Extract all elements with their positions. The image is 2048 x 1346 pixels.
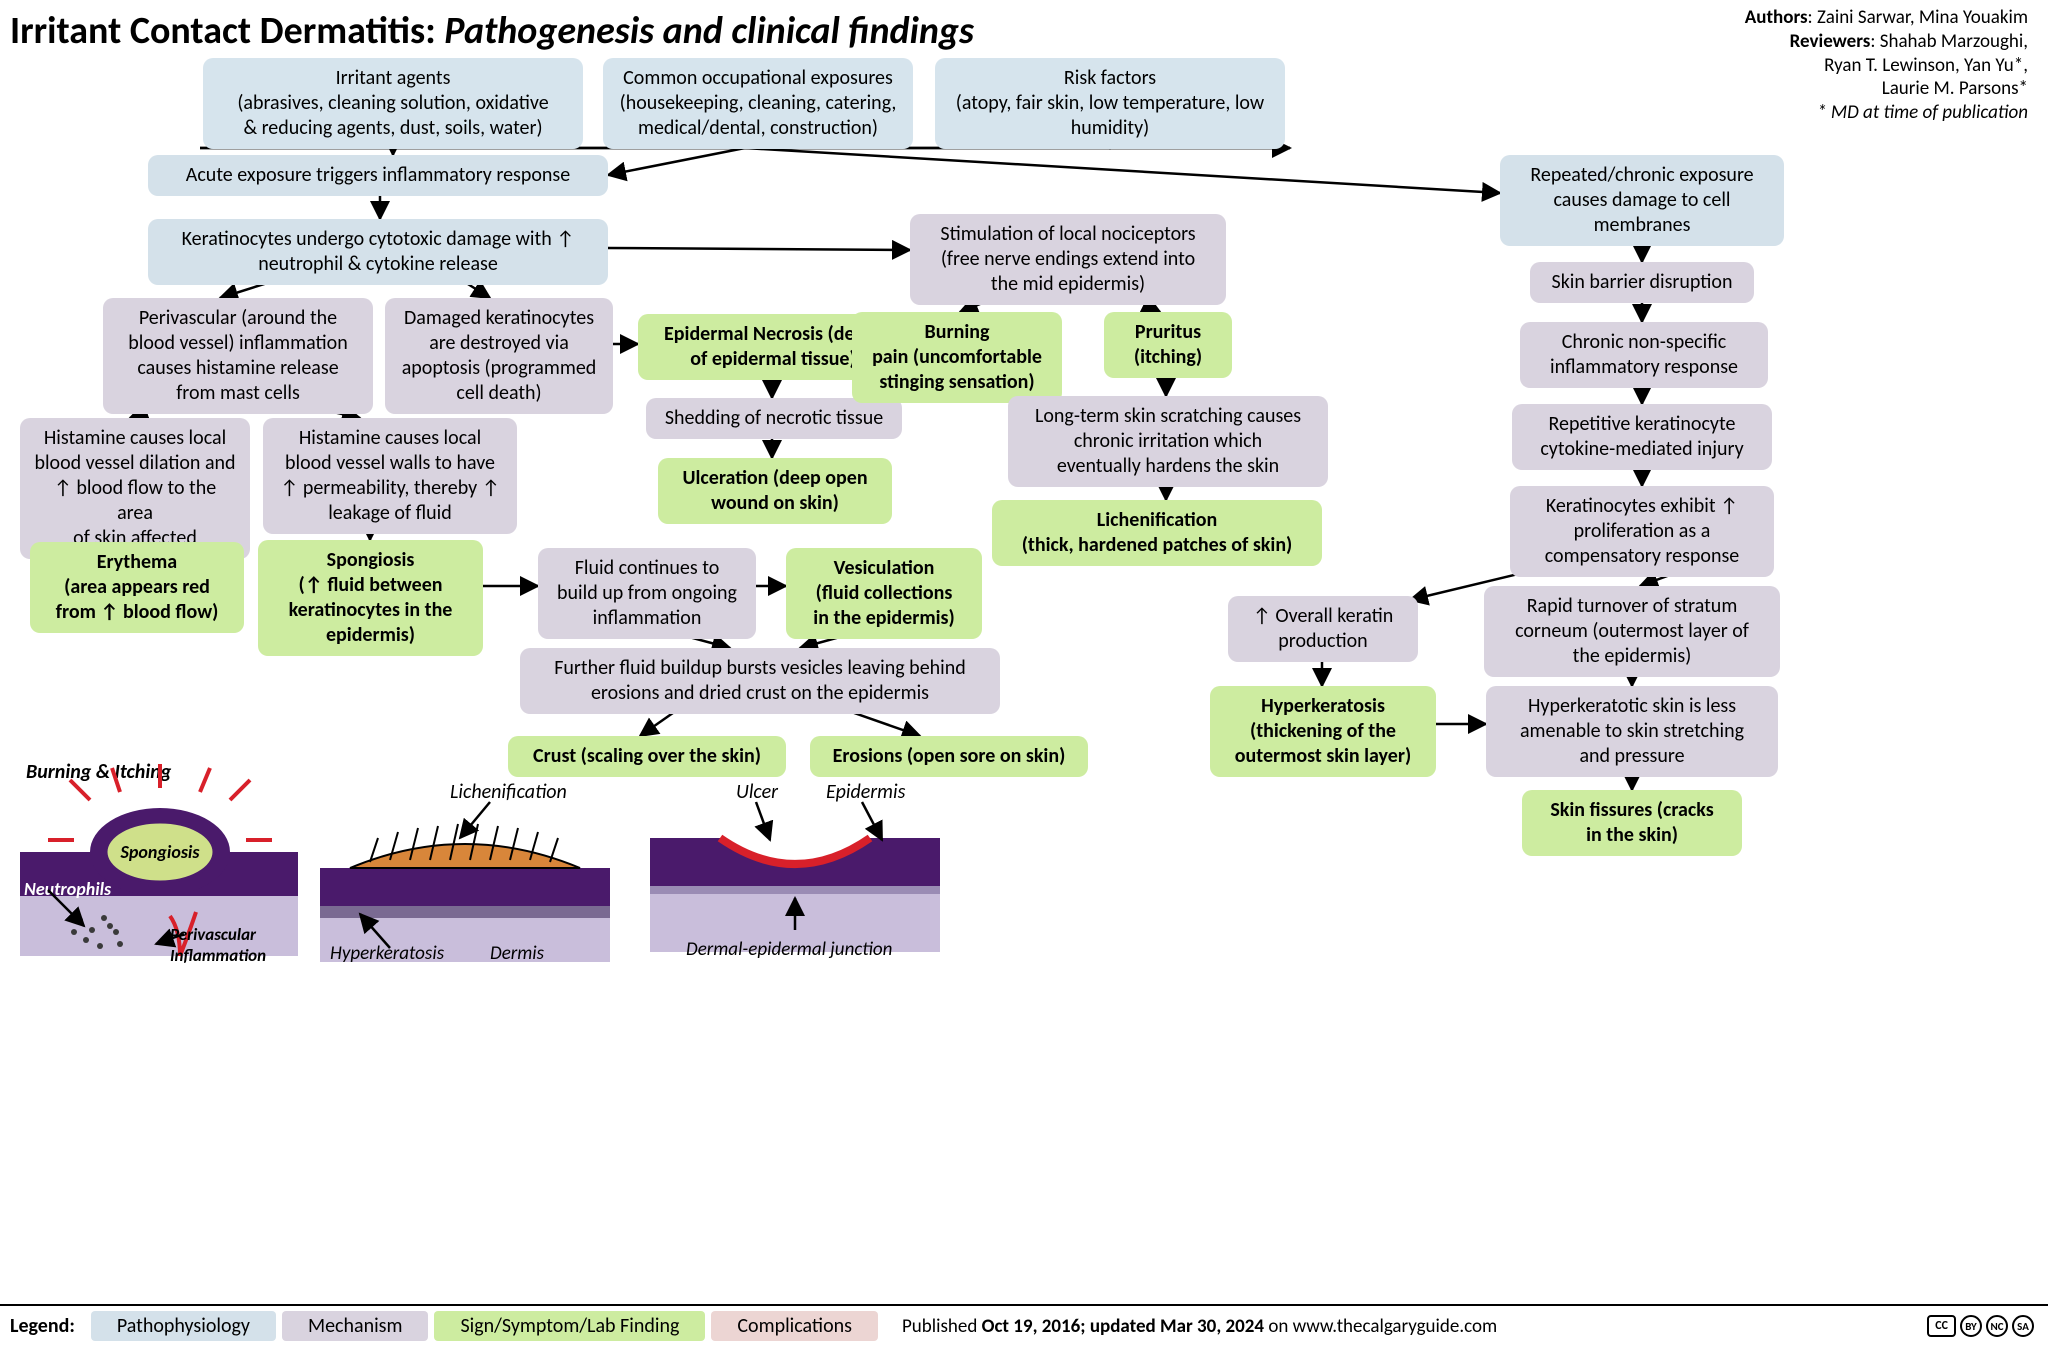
node-rep_kerat_injury: Repetitive keratinocytecytokine-mediated… — [1512, 404, 1772, 470]
node-damaged_kerat: Damaged keratinocytesare destroyed viaap… — [385, 298, 613, 414]
node-fluid_continues: Fluid continues tobuild up from ongoingi… — [538, 548, 756, 639]
authors: Zaini Sarwar, Mina Youakim — [1817, 6, 2028, 29]
node-crust: Crust (scaling over the skin) — [508, 736, 786, 777]
node-rapid_turnover: Rapid turnover of stratumcorneum (outerm… — [1484, 586, 1780, 677]
node-hist_perm: Histamine causes localblood vessel walls… — [263, 418, 517, 534]
node-vesiculation: Vesiculation(fluid collectionsin the epi… — [786, 548, 982, 639]
node-scratching: Long-term skin scratching causeschronic … — [1008, 396, 1328, 487]
node-ulceration: Ulceration (deep openwound on skin) — [658, 458, 892, 524]
node-irritant_agents: Irritant agents(abrasives, cleaning solu… — [203, 58, 583, 149]
published-text: Published Oct 19, 2016; updated Mar 30, … — [902, 1315, 1497, 1338]
node-shedding: Shedding of necrotic tissue — [646, 398, 902, 439]
node-hyperkeratosis: Hyperkeratosis(thickening of theoutermos… — [1210, 686, 1436, 777]
node-keratin_prod: ↑ Overall keratinproduction — [1228, 596, 1418, 662]
node-stim_nociceptors: Stimulation of local nociceptors(free ne… — [910, 214, 1226, 305]
node-kerat_prolif: Keratinocytes exhibit ↑proliferation as … — [1510, 486, 1774, 577]
reviewers-2: Ryan T. Lewinson, Yan Yu*, — [1745, 54, 2028, 78]
label-ulcer: Ulcer — [736, 780, 778, 804]
legend-complications: Complications — [711, 1311, 878, 1341]
node-lichen: Lichenification(thick, hardened patches … — [992, 500, 1322, 566]
node-further_fluid: Further fluid buildup bursts vesicles le… — [520, 648, 1000, 714]
legend-mechanism: Mechanism — [282, 1311, 429, 1341]
cc-badge: CC BYNCSA — [1927, 1315, 2034, 1337]
authors-label: Authors — [1745, 6, 1808, 29]
reviewers-1: Shahab Marzoughi, — [1880, 30, 2028, 53]
legend-label: Legend: — [0, 1314, 91, 1338]
legend-sign-symptom-lab-finding: Sign/Symptom/Lab Finding — [434, 1311, 705, 1341]
node-perivascular: Perivascular (around theblood vessel) in… — [103, 298, 373, 414]
node-erythema: Erythema(area appears redfrom ↑ blood fl… — [30, 542, 244, 633]
label-epidermis: Epidermis — [826, 780, 905, 804]
node-less_amenable: Hyperkeratotic skin is lessamenable to s… — [1486, 686, 1778, 777]
diagram-ulcer: Ulcer Epidermis Dermal-epidermal junctio… — [650, 780, 940, 970]
node-acute_exposure: Acute exposure triggers inflammatory res… — [148, 155, 608, 196]
credits-note: * MD at time of publication — [1745, 101, 2028, 125]
label-dermis: Dermis — [490, 942, 544, 965]
page-title: Irritant Contact Dermatitis: Pathogenesi… — [10, 8, 974, 54]
label-hyperkeratosis: Hyperkeratosis — [330, 942, 444, 965]
legend-pathophysiology: Pathophysiology — [91, 1311, 276, 1341]
diagram-lichenification: Lichenification Hyperkeratosis Dermis — [320, 780, 610, 970]
reviewers-label: Reviewers — [1790, 30, 1871, 53]
node-fissures: Skin fissures (cracksin the skin) — [1522, 790, 1742, 856]
title-main: Irritant Contact Dermatitis: — [10, 8, 436, 54]
legend-bar: Legend: PathophysiologyMechanismSign/Sym… — [0, 1304, 2048, 1346]
node-pruritus: Pruritus(itching) — [1104, 312, 1232, 378]
credits-block: Authors: Zaini Sarwar, Mina Youakim Revi… — [1745, 6, 2028, 125]
node-occ_exposures: Common occupational exposures(housekeepi… — [603, 58, 913, 149]
title-sub: Pathogenesis and clinical findings — [444, 8, 974, 54]
node-risk_factors: Risk factors(atopy, fair skin, low tempe… — [935, 58, 1285, 149]
node-spongiosis: Spongiosis(↑ fluid betweenkeratinocytes … — [258, 540, 483, 656]
node-keratinocytes_cyto: Keratinocytes undergo cytotoxic damage w… — [148, 219, 608, 285]
node-hist_dilation: Histamine causes localblood vessel dilat… — [20, 418, 250, 559]
label-de-junction: Dermal-epidermal junction — [686, 938, 892, 961]
diagram-burning-itching: Burning & Itching Spongiosis Neutrophils… — [20, 760, 298, 970]
label-spongiosis-diagram: Spongiosis — [120, 841, 201, 863]
node-barrier_disruption: Skin barrier disruption — [1530, 262, 1754, 303]
reviewers-3: Laurie M. Parsons* — [1745, 77, 2028, 101]
node-chronic_inflam: Chronic non-specificinflammatory respons… — [1520, 322, 1768, 388]
node-repeated_chronic: Repeated/chronic exposurecauses damage t… — [1500, 155, 1784, 246]
node-burning: Burningpain (uncomfortablestinging sensa… — [852, 312, 1062, 403]
label-lichenification: Lichenification — [450, 780, 567, 804]
node-erosions: Erosions (open sore on skin) — [810, 736, 1088, 777]
